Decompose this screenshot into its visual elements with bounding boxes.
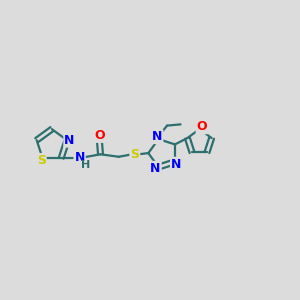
Text: S: S: [37, 154, 46, 167]
Text: O: O: [94, 129, 105, 142]
Text: N: N: [171, 158, 181, 171]
Text: N: N: [152, 130, 163, 143]
Text: H: H: [81, 160, 90, 170]
Text: O: O: [196, 120, 207, 133]
Text: N: N: [150, 162, 161, 175]
Text: S: S: [130, 148, 139, 161]
Text: N: N: [74, 152, 85, 164]
Text: N: N: [64, 134, 75, 147]
